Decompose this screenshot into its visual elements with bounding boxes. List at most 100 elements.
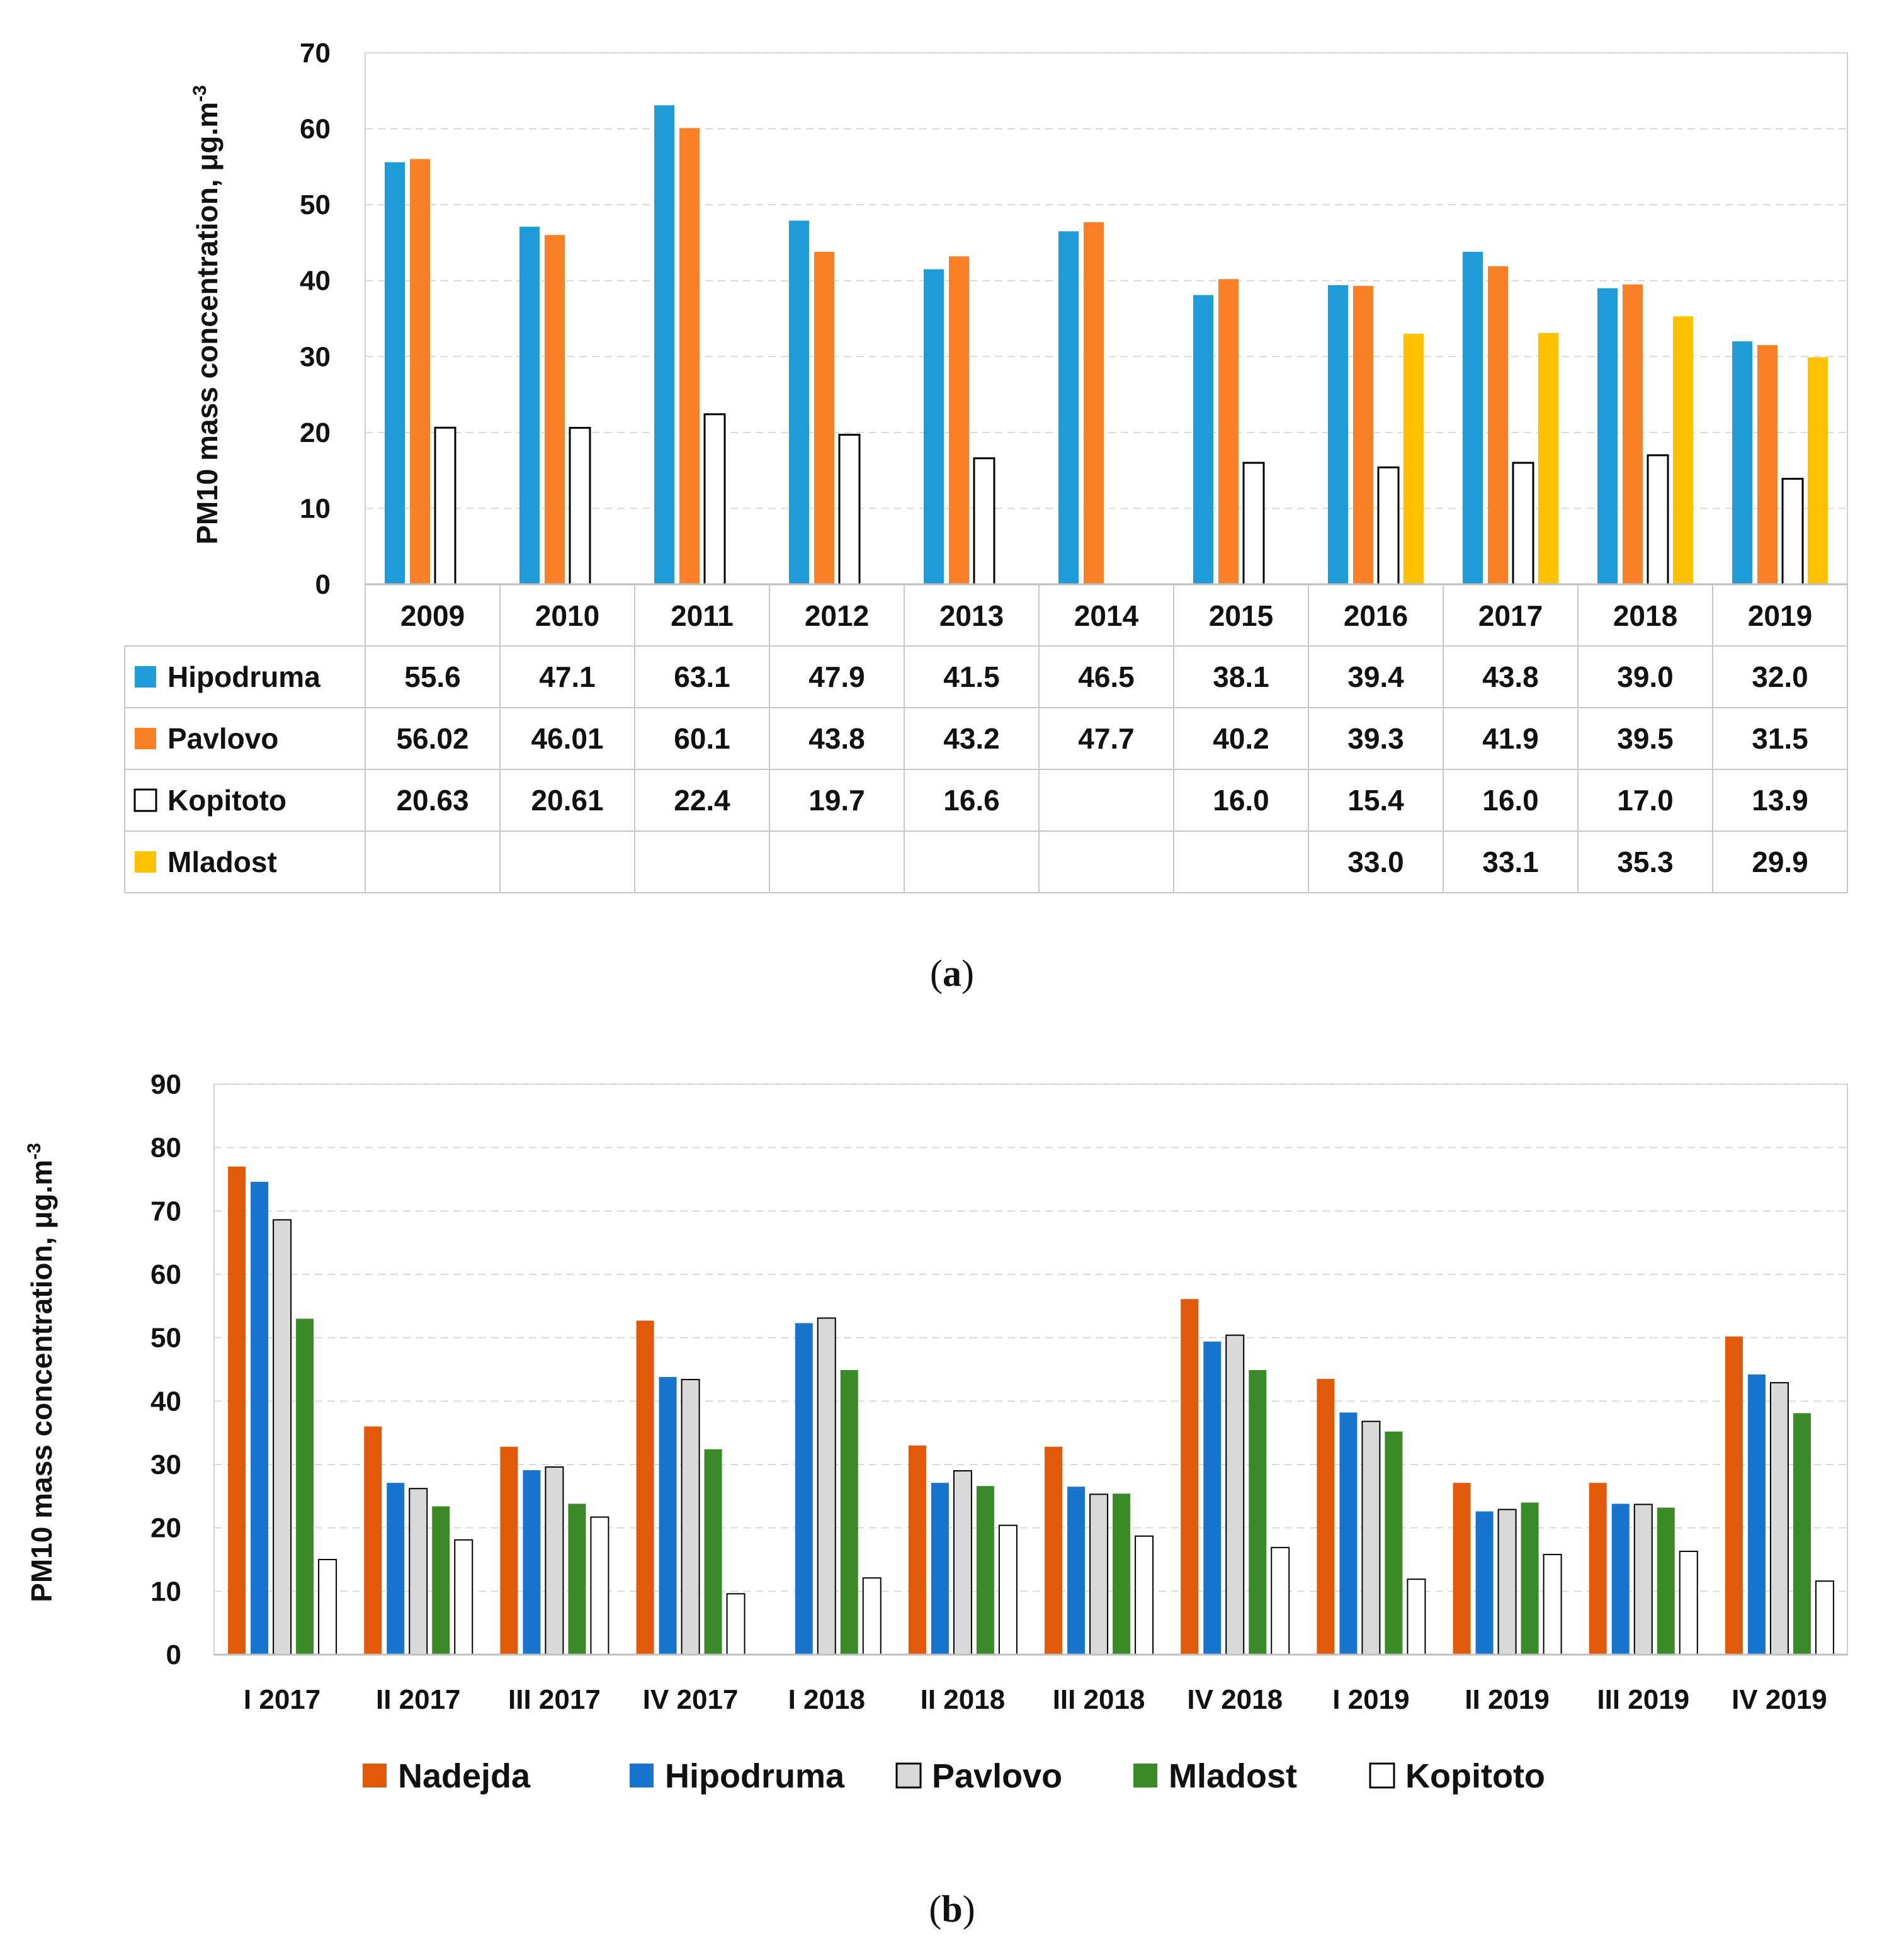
x-tick-label: IV 2018 — [1187, 1684, 1283, 1715]
bar-pavlovo-2015 — [1218, 279, 1239, 584]
bar-pavlovo-2010 — [545, 235, 565, 584]
bar-mladost-iv-2018 — [1249, 1370, 1267, 1655]
legend-label-kopitoto: Kopitoto — [167, 784, 286, 817]
legend-swatch-mladost — [135, 851, 156, 873]
bar-hipodruma-2014 — [1058, 231, 1079, 584]
table-cell: 16.6 — [943, 784, 1000, 817]
bar-hipodruma-2017 — [1463, 251, 1483, 584]
chart-b-y-axis-title: PM10 mass concentration, μg.m-3 — [24, 1143, 58, 1602]
table-cell: 41.5 — [943, 660, 1000, 693]
bar-mladost-iv-2017 — [704, 1449, 722, 1655]
bar-hipodruma-iv-2018 — [1203, 1341, 1222, 1655]
bar-kopitoto-iv-2017 — [726, 1593, 746, 1656]
y-tick-label: 0 — [166, 1640, 181, 1670]
bar-pavlovo-iv-2019 — [1769, 1382, 1789, 1655]
legend-label-kopitoto: Kopitoto — [1405, 1757, 1545, 1795]
bar-nadejda-ii-2017 — [364, 1426, 382, 1655]
bar-kopitoto-iii-2019 — [1679, 1550, 1698, 1655]
y-tick-label: 40 — [300, 266, 331, 297]
chart-b-bars — [228, 1166, 1834, 1656]
table-cell: 20.63 — [396, 784, 468, 817]
x-tick-label: 2012 — [805, 599, 869, 632]
y-tick-label: 20 — [150, 1513, 181, 1544]
x-tick-label: III 2019 — [1597, 1684, 1689, 1715]
bar-nadejda-iii-2019 — [1589, 1483, 1607, 1655]
x-tick-label: 2018 — [1613, 599, 1677, 632]
table-cell: 39.0 — [1617, 660, 1674, 693]
bar-kopitoto-iii-2017 — [590, 1516, 610, 1655]
bar-kopitoto-2015 — [1242, 462, 1265, 586]
table-cell: 60.1 — [674, 722, 730, 755]
bar-mladost-ii-2019 — [1521, 1502, 1539, 1655]
table-cell: 43.8 — [1482, 660, 1539, 693]
y-tick-label: 10 — [150, 1576, 181, 1607]
bar-kopitoto-2009 — [434, 426, 456, 586]
bar-pavlovo-i-2017 — [273, 1219, 292, 1655]
legend-swatch-kopitoto — [133, 788, 157, 812]
bar-pavlovo-2019 — [1757, 345, 1778, 584]
table-cell: 47.1 — [539, 660, 596, 693]
bar-hipodruma-i-2018 — [795, 1323, 813, 1655]
bar-hipodruma-ii-2019 — [1475, 1511, 1494, 1655]
bar-pavlovo-ii-2019 — [1497, 1509, 1517, 1656]
table-cell: 55.6 — [404, 660, 461, 693]
bar-pavlovo-ii-2017 — [409, 1488, 428, 1656]
bar-mladost-i-2018 — [840, 1370, 858, 1655]
table-cell: 22.4 — [674, 784, 730, 817]
bar-mladost-i-2019 — [1385, 1431, 1403, 1655]
chart-b-panel-label: (b) — [929, 1888, 975, 1930]
bar-kopitoto-i-2019 — [1407, 1578, 1426, 1656]
x-tick-label: 2019 — [1748, 599, 1812, 632]
legend-label-nadejda: Nadejda — [398, 1757, 531, 1795]
x-tick-label: 2009 — [400, 599, 465, 632]
bar-mladost-2018 — [1673, 316, 1693, 584]
y-tick-label: 50 — [150, 1323, 181, 1354]
table-cell: 47.9 — [808, 660, 865, 693]
y-tick-label: 40 — [150, 1386, 181, 1417]
bar-hipodruma-2015 — [1193, 295, 1213, 584]
bar-pavlovo-2013 — [949, 256, 969, 584]
bar-pavlovo-2016 — [1353, 286, 1373, 584]
x-tick-label: 2014 — [1074, 599, 1139, 632]
table-cell: 16.0 — [1482, 784, 1539, 817]
chart-b-x-ticks: I 2017 II 2017 III 2017 IV 2017 I 2018 II 201… — [244, 1684, 1827, 1715]
bar-pavlovo-iv-2018 — [1225, 1334, 1245, 1655]
y-tick-label: 70 — [150, 1196, 181, 1226]
bar-nadejda-ii-2019 — [1453, 1483, 1471, 1655]
bar-kopitoto-iv-2019 — [1815, 1580, 1834, 1655]
legend-label-pavlovo: Pavlovo — [932, 1757, 1062, 1795]
bar-hipodruma-iii-2019 — [1611, 1504, 1630, 1655]
table-cell: 39.5 — [1617, 722, 1674, 755]
legend-swatch-hipodruma — [630, 1764, 654, 1787]
bar-hipodruma-iv-2017 — [659, 1377, 677, 1655]
x-tick-label: IV 2017 — [643, 1684, 739, 1715]
legend-swatch-hipodruma — [135, 666, 156, 688]
bar-pavlovo-i-2018 — [817, 1317, 836, 1655]
legend-swatch-nadejda — [363, 1764, 387, 1787]
bar-pavlovo-i-2019 — [1361, 1420, 1381, 1655]
y-tick-label: 70 — [300, 38, 331, 69]
bar-hipodruma-iii-2018 — [1067, 1487, 1086, 1655]
table-cell: 13.9 — [1752, 784, 1808, 817]
y-tick-label: 50 — [300, 190, 331, 220]
chart-a-y-ticks: 0 10 20 30 40 50 60 70 — [300, 38, 331, 600]
table-cell: 43.8 — [808, 722, 865, 755]
bar-kopitoto-2010 — [569, 427, 591, 586]
bar-kopitoto-2011 — [703, 413, 726, 586]
bar-nadejda-i-2017 — [228, 1166, 246, 1655]
x-tick-label: 2010 — [535, 599, 599, 632]
bar-pavlovo-iv-2017 — [681, 1379, 700, 1656]
table-cell: 15.4 — [1347, 784, 1404, 817]
chart-b-gridlines — [214, 1084, 1847, 1592]
chart-b-legend: Nadejda Hipodruma Pavlovo Mladost Kopitoto — [363, 1757, 1545, 1795]
table-cell: 41.9 — [1482, 722, 1539, 755]
x-tick-label: I 2017 — [244, 1684, 320, 1715]
y-tick-label: 80 — [150, 1133, 181, 1164]
bar-hipodruma-ii-2017 — [387, 1483, 405, 1655]
x-tick-label: 2011 — [671, 599, 734, 632]
bar-kopitoto-iii-2018 — [1135, 1535, 1154, 1656]
table-cell: 31.5 — [1752, 722, 1808, 755]
bar-kopitoto-i-2018 — [862, 1577, 882, 1656]
table-cell: 16.0 — [1213, 784, 1269, 817]
x-tick-label: III 2017 — [508, 1684, 601, 1715]
